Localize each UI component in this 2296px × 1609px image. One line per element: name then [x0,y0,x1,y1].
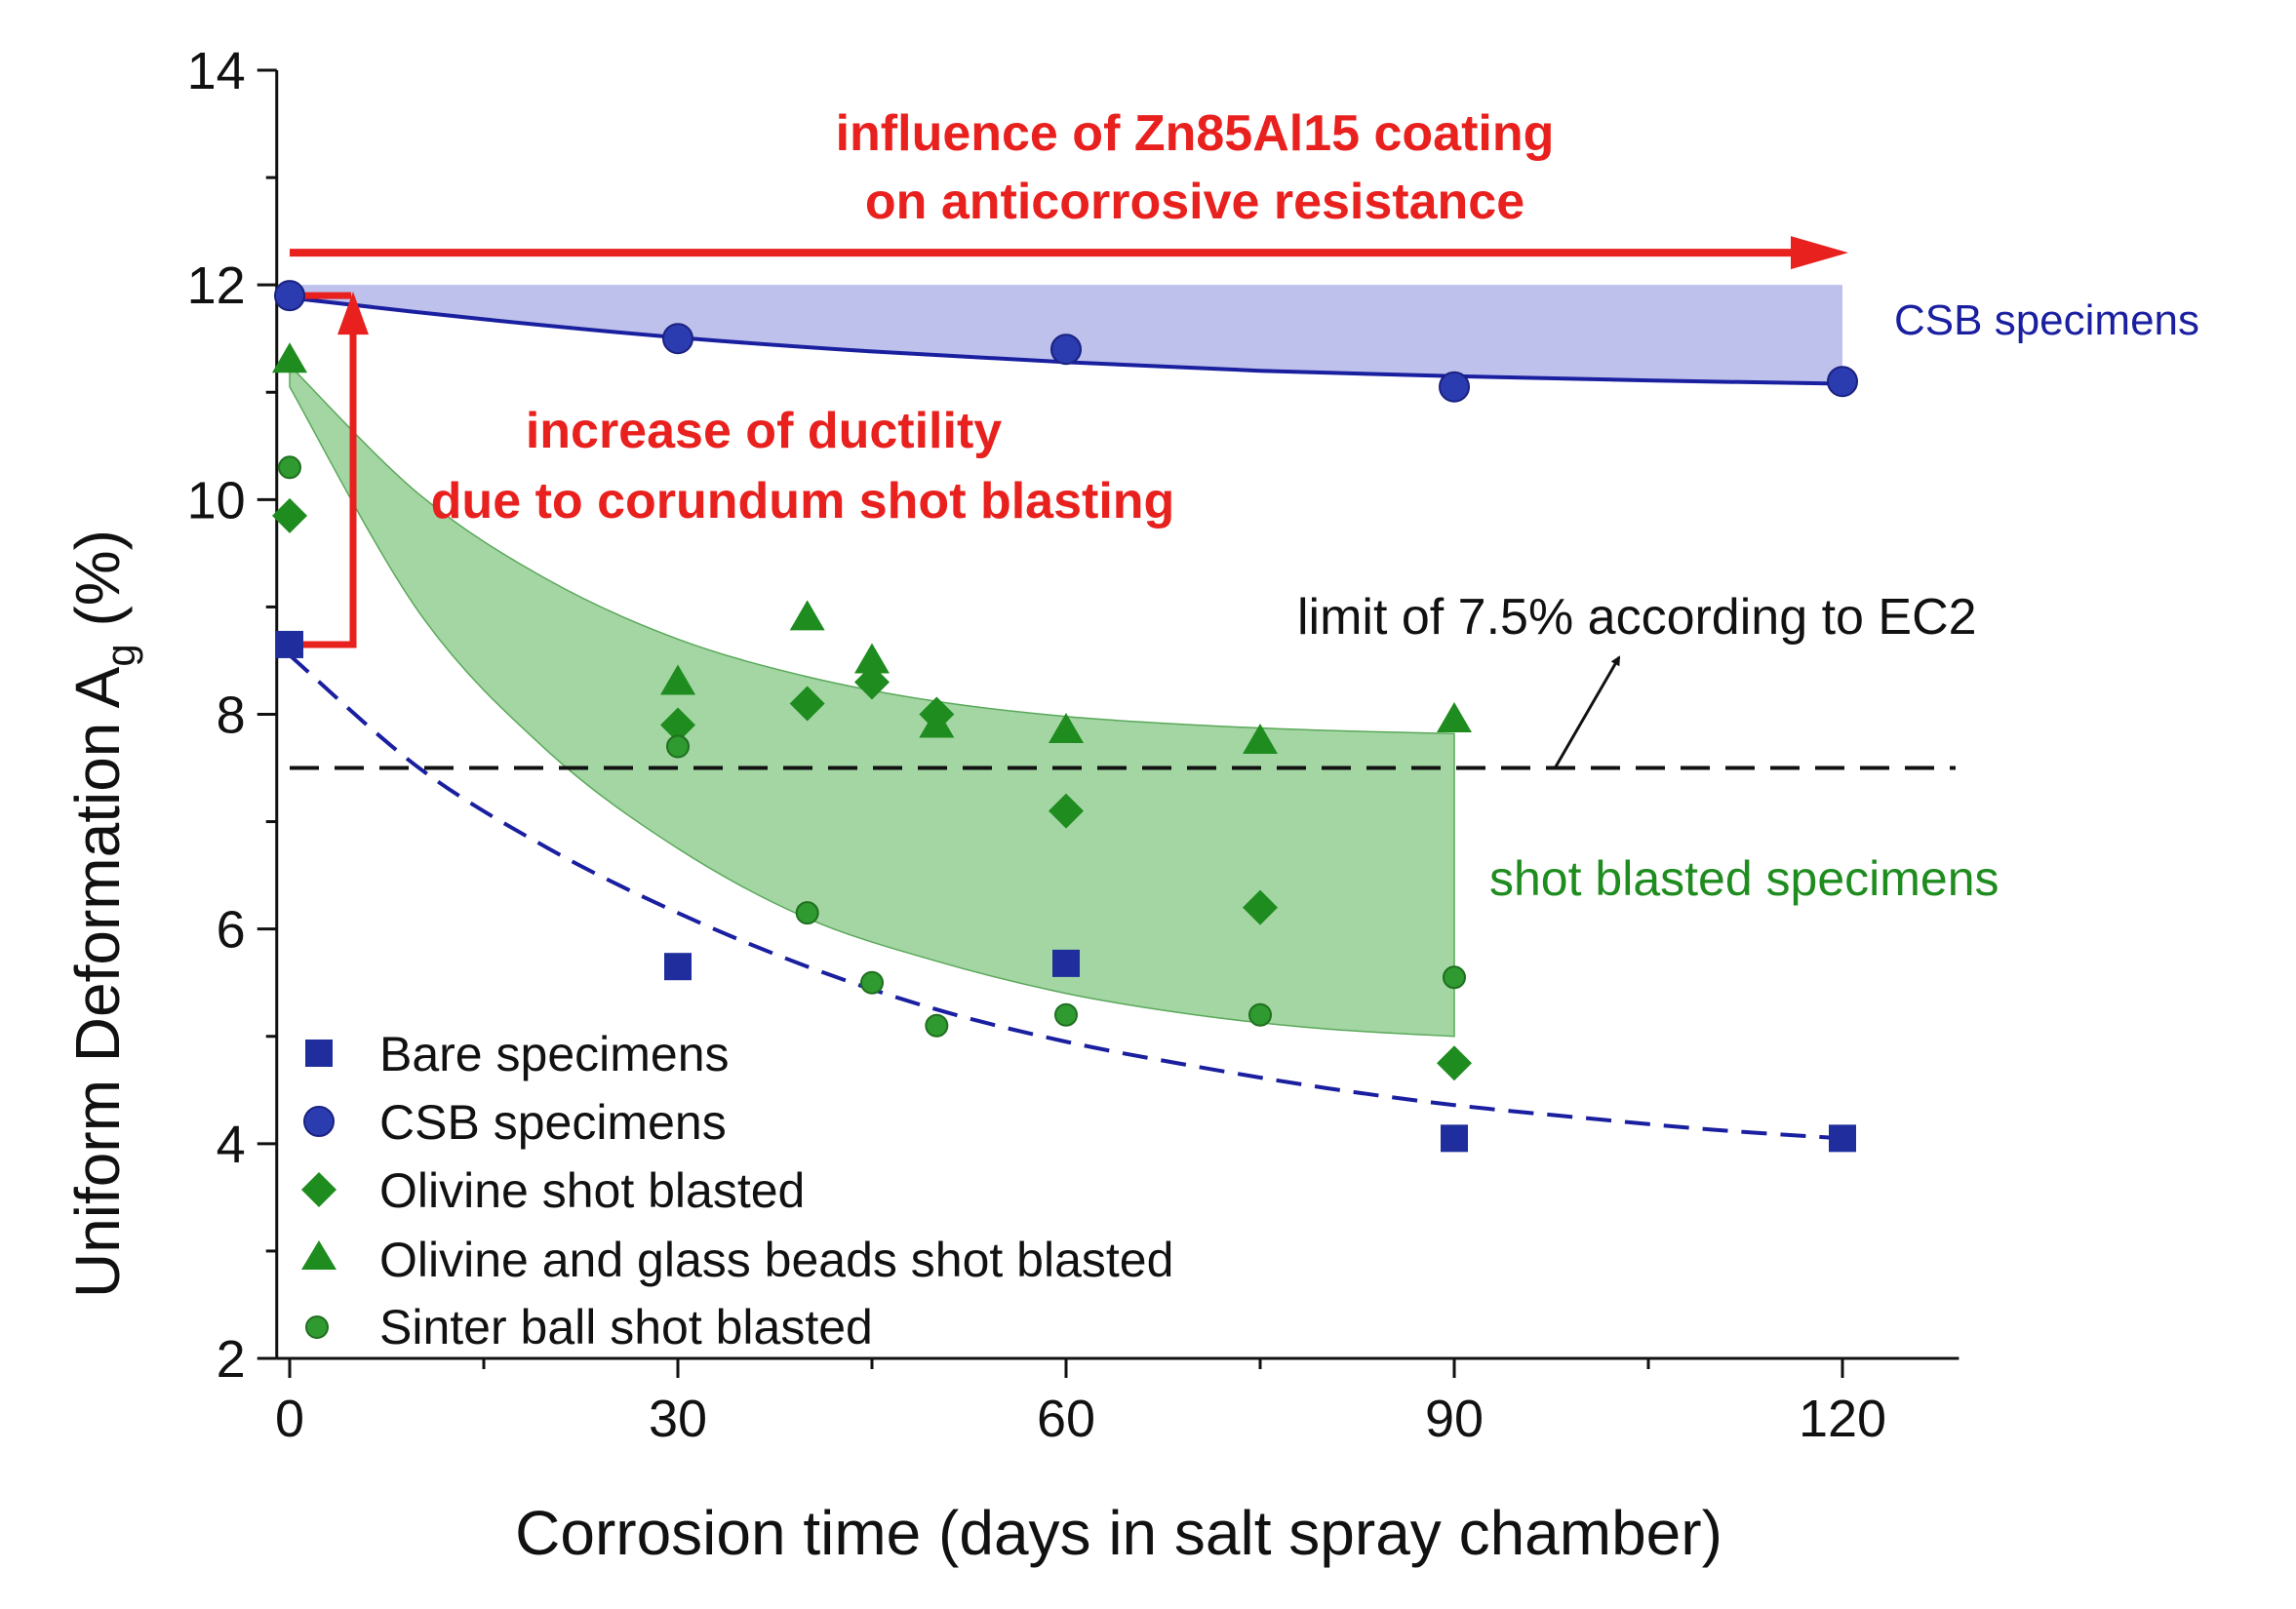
point-csb [1827,366,1858,398]
csb-specimens-label: CSB specimens [1894,296,2199,344]
point-olivine [1243,889,1278,925]
point-sinter [795,901,819,925]
point-sinter [666,734,690,759]
y-tick-label-6: 6 [217,901,246,960]
legend-label-csb: CSB specimens [379,1095,727,1150]
y-tick-label-8: 8 [217,687,246,745]
point-bare [276,630,303,658]
bare-fit-line [288,653,1843,1141]
point-csb [662,323,693,355]
point-olivine-glass [1437,702,1472,733]
legend-marker-triangle [301,1240,336,1270]
point-olivine-glass [660,664,695,695]
point-sinter [1443,965,1466,990]
y-axis-title-subscript: g [98,644,143,666]
legend-label-olivine-glass: Olivine and glass beads shot blasted [379,1233,1173,1287]
y-tick-label-2: 2 [217,1330,246,1389]
legend-item-sinter: Sinter ball shot blasted [305,1300,873,1354]
point-bare [1052,949,1080,977]
ec2-limit-label: limit of 7.5% according to EC2 [1297,589,1977,646]
legend-label-sinter: Sinter ball shot blasted [379,1300,873,1354]
legend-item-csb: CSB specimens [303,1095,727,1150]
point-sinter [1248,1002,1272,1027]
x-axis-title: Corrosion time (days in salt spray chamb… [515,1498,1722,1568]
points-layer [272,280,1858,1153]
x-tick-label-30: 30 [649,1390,707,1448]
ductility-annotation-line1: increase of ductility [526,403,1002,459]
y-axis-title: Uniform Deformation Ag (%) [62,530,143,1298]
coating-annotation-line2: on anticorrosive resistance [865,174,1524,230]
x-tick-label-0: 0 [275,1390,304,1448]
point-sinter [1054,1002,1078,1027]
point-sinter [278,455,301,480]
axes-layer: 2 4 6 8 10 12 14 0 30 60 90 120 [187,42,1960,1448]
y-axis-title-unit: (%) [62,530,133,644]
point-olivine-glass [1049,713,1084,744]
point-olivine [272,497,307,533]
legend-marker-square [305,1040,333,1067]
legend-item-olivine-glass: Olivine and glass beads shot blasted [301,1233,1173,1287]
coating-arrow-head [1791,236,1848,270]
point-olivine [660,707,695,743]
shot-blasted-band [289,363,1455,1038]
ductility-annotation-line2: due to corundum shot blasting [431,473,1175,530]
point-olivine-glass [854,643,890,674]
legend-label-olivine: Olivine shot blasted [379,1163,805,1218]
point-olivine-glass [919,707,955,738]
legend-item-bare: Bare specimens [305,1027,730,1081]
point-sinter [860,970,884,995]
y-tick-label-4: 4 [217,1116,246,1174]
ductility-arrow-shaft [299,325,357,648]
x-tick-label-90: 90 [1425,1390,1484,1448]
point-olivine-glass [789,600,825,631]
legend: Bare specimens CSB specimens Olivine sho… [301,1027,1173,1354]
point-olivine-glass [1243,724,1278,755]
y-axis-title-main: Uniform Deformation A [62,666,133,1298]
point-olivine-glass [272,342,307,373]
point-olivine [1049,793,1084,829]
point-csb [1439,371,1470,403]
x-tick-label-120: 120 [1799,1390,1886,1448]
point-olivine [789,686,825,722]
y-tick-label-14: 14 [187,42,246,100]
point-olivine [854,664,890,700]
point-bare [1441,1124,1468,1153]
bands-layer [289,285,1842,1038]
annotation-arrows-layer [290,236,1848,769]
coating-annotation-line1: influence of Zn85Al15 coating [836,105,1555,162]
point-bare [1829,1124,1856,1153]
legend-label-bare: Bare specimens [379,1027,730,1081]
legend-marker-circle [303,1106,335,1137]
y-tick-label-10: 10 [187,471,246,530]
legend-marker-diamond [301,1172,336,1207]
point-bare [664,953,692,981]
point-sinter [925,1013,949,1038]
shot-blasted-label: shot blasted specimens [1489,851,1999,906]
point-csb [274,280,305,312]
ductility-arrow-head [337,292,369,335]
legend-marker-smallcircle [305,1315,329,1339]
legend-item-olivine: Olivine shot blasted [301,1163,805,1218]
y-tick-label-12: 12 [187,256,246,315]
x-tick-label-60: 60 [1037,1390,1095,1448]
point-olivine [1437,1045,1472,1081]
ec2-pointer-arrow [1553,655,1621,769]
point-csb [1050,334,1082,366]
